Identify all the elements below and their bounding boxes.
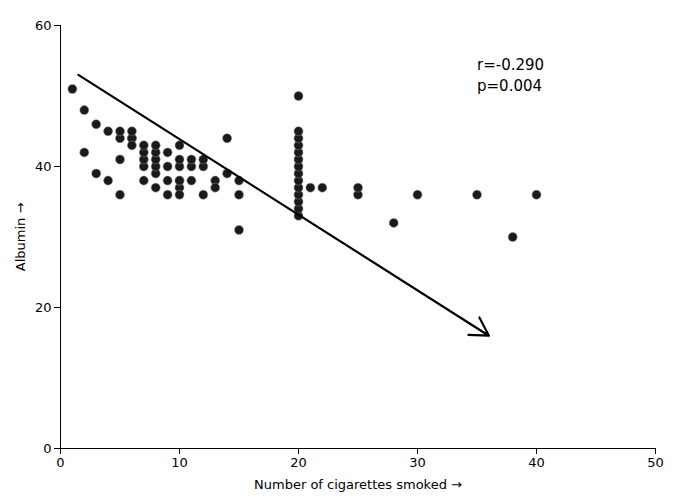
svg-text:40: 40 bbox=[35, 159, 52, 174]
svg-text:20: 20 bbox=[290, 455, 307, 470]
svg-text:40: 40 bbox=[528, 455, 545, 470]
svg-text:0: 0 bbox=[56, 455, 64, 470]
svg-text:50: 50 bbox=[647, 455, 664, 470]
svg-text:10: 10 bbox=[171, 455, 188, 470]
svg-text:r=-0.290p=0.004: r=-0.290p=0.004 bbox=[477, 56, 544, 95]
svg-text:Albumin →: Albumin → bbox=[13, 203, 28, 272]
svg-text:20: 20 bbox=[35, 300, 52, 315]
svg-text:0: 0 bbox=[43, 441, 51, 456]
svg-text:30: 30 bbox=[409, 455, 426, 470]
svg-text:Number of cigarettes smoked →: Number of cigarettes smoked → bbox=[254, 477, 462, 492]
svg-text:60: 60 bbox=[35, 18, 52, 33]
